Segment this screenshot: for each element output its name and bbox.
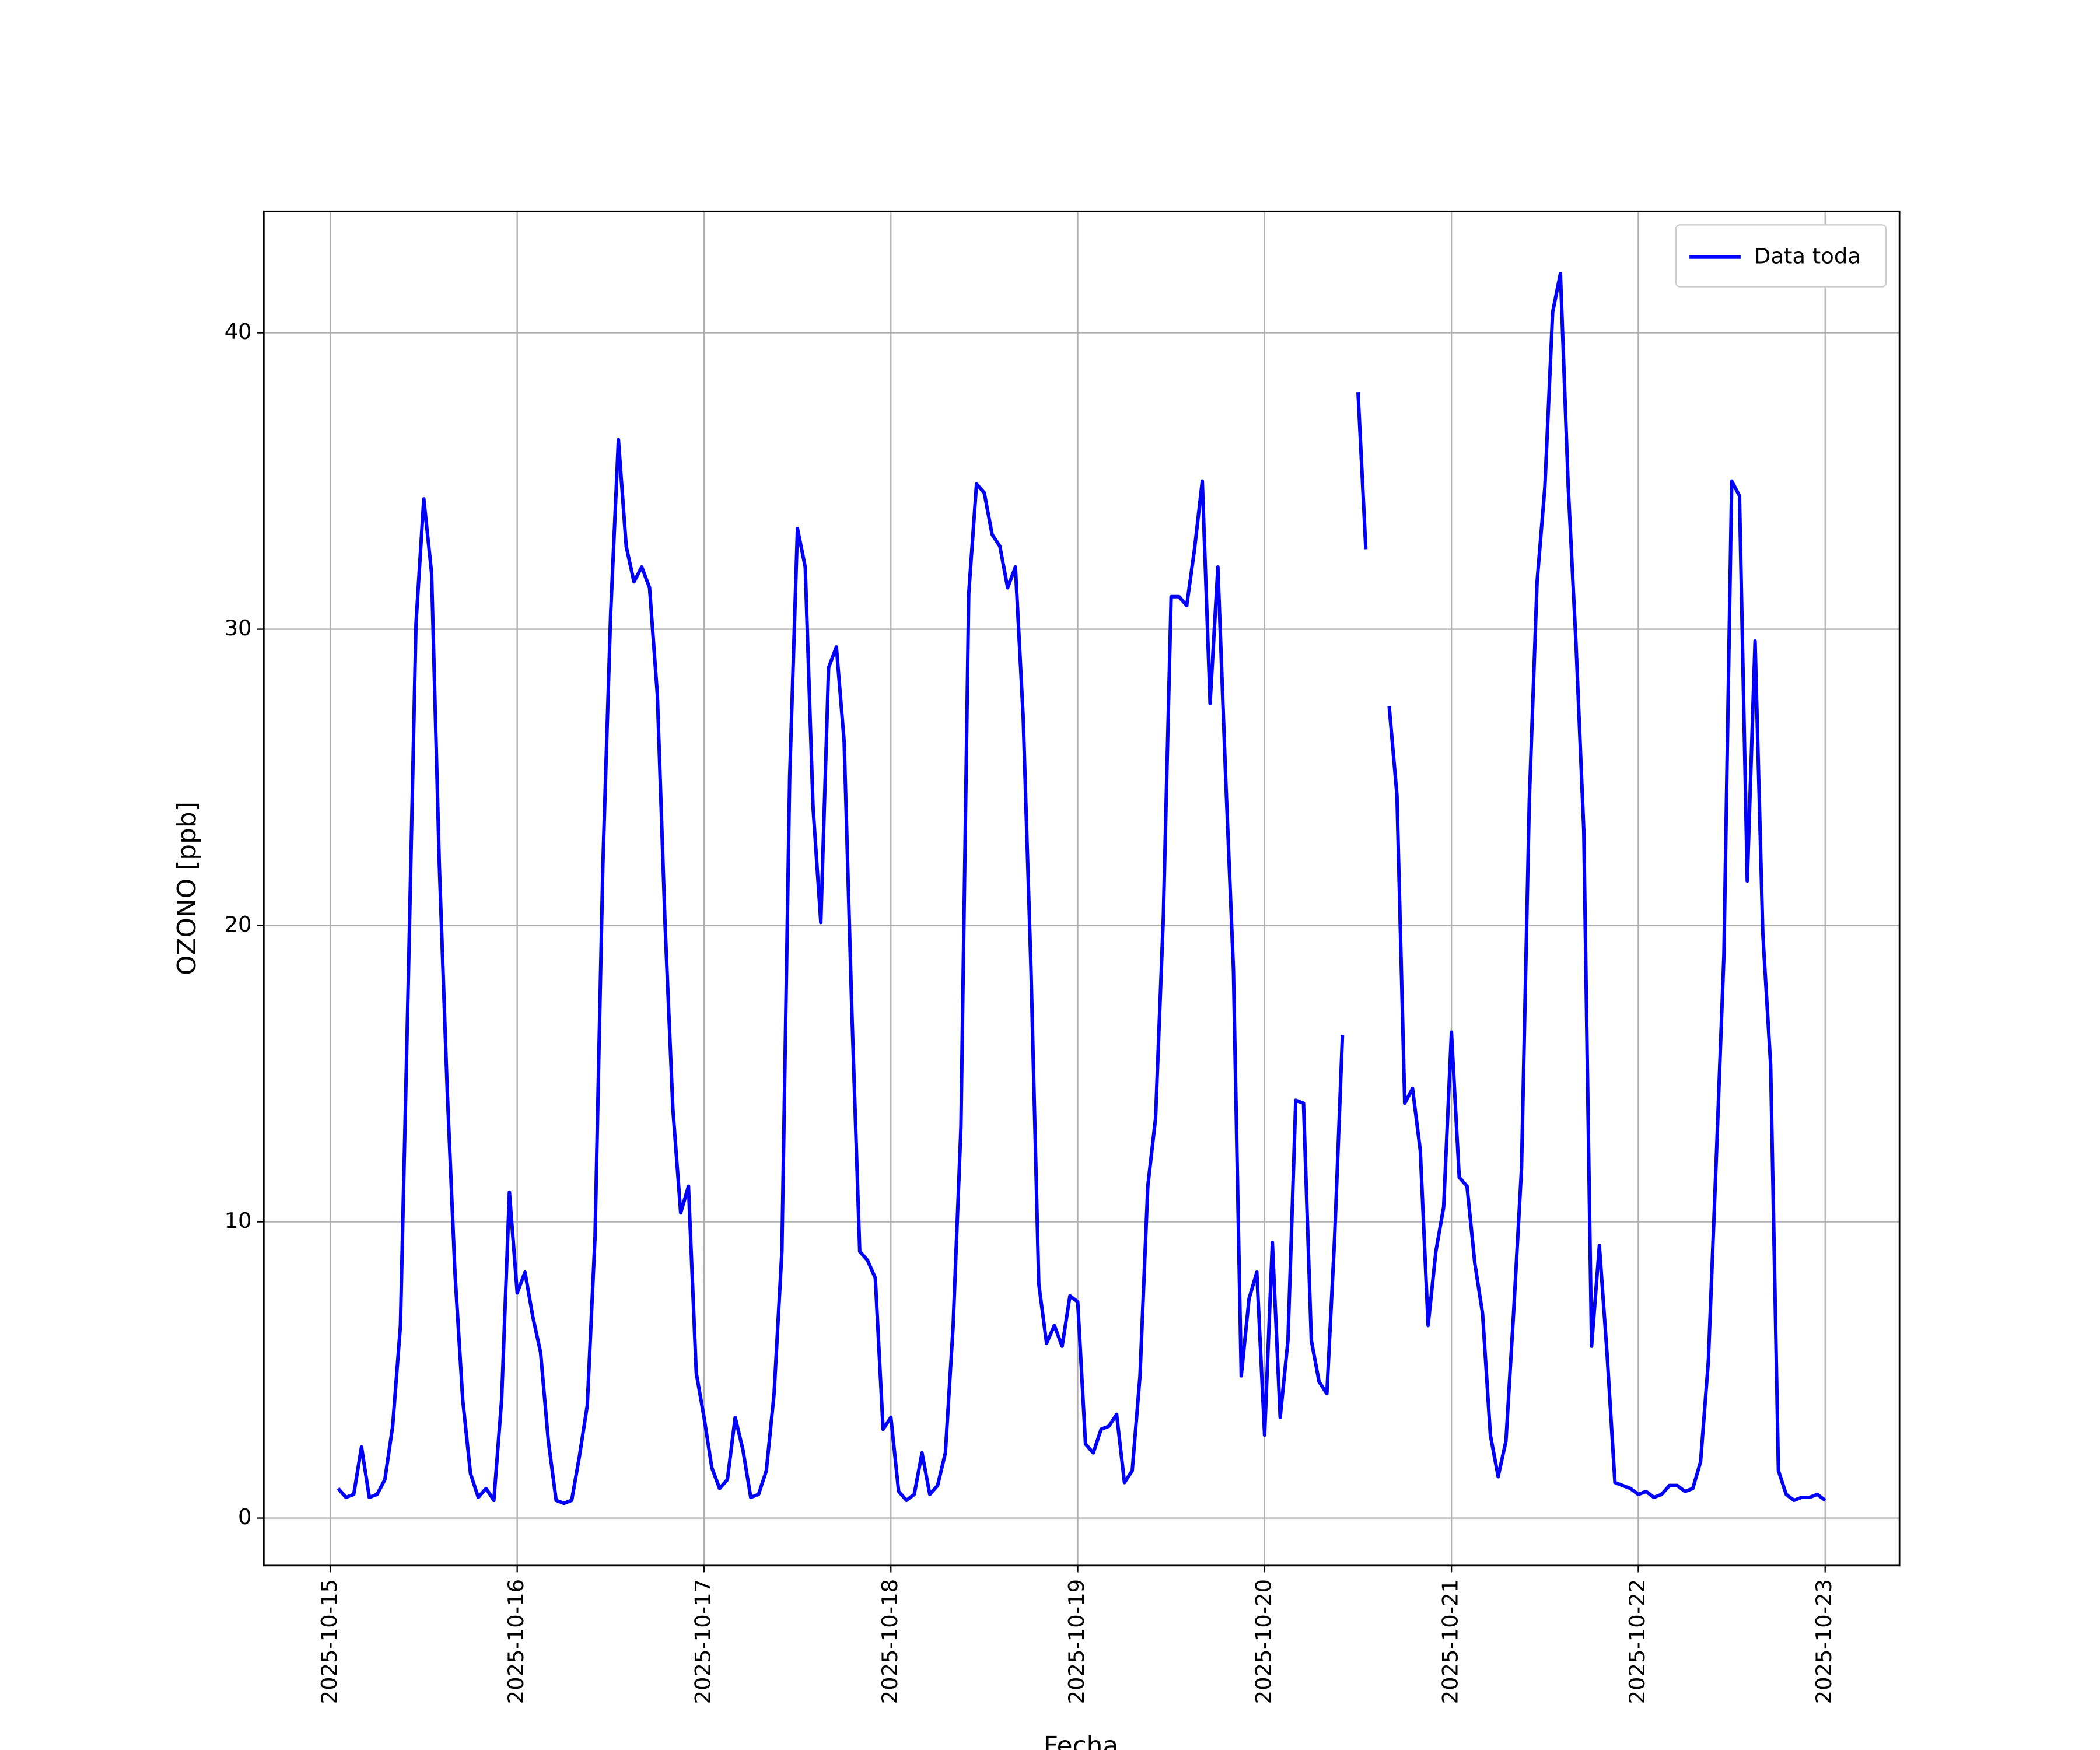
- legend-box: [1675, 224, 1887, 288]
- x-tick-label: 2025-10-18: [877, 1579, 902, 1704]
- x-tick-label: 2025-10-16: [503, 1579, 528, 1704]
- x-tick-label: 2025-10-19: [1064, 1579, 1089, 1704]
- x-tick-label: 2025-10-17: [690, 1579, 715, 1704]
- y-tick-label: 30: [225, 615, 252, 640]
- x-tick-label: 2025-10-21: [1438, 1579, 1463, 1704]
- y-tick-label: 0: [238, 1504, 251, 1530]
- x-tick-label: 2025-10-22: [1625, 1579, 1650, 1704]
- data-line: [337, 271, 1826, 1506]
- legend-label: Data toda: [1754, 243, 1861, 268]
- x-tick-label: 2025-10-20: [1251, 1579, 1276, 1704]
- y-tick-label: 40: [225, 319, 252, 344]
- y-tick-label: 10: [225, 1208, 252, 1233]
- x-axis-label: Fecha: [1044, 1731, 1119, 1750]
- plot-frame: [262, 210, 1901, 1567]
- x-tick-label: 2025-10-23: [1811, 1579, 1836, 1704]
- y-tick-label: 20: [225, 912, 252, 937]
- x-tick-label: 2025-10-15: [317, 1579, 342, 1704]
- y-axis-label: OZONO [ppb]: [172, 802, 202, 975]
